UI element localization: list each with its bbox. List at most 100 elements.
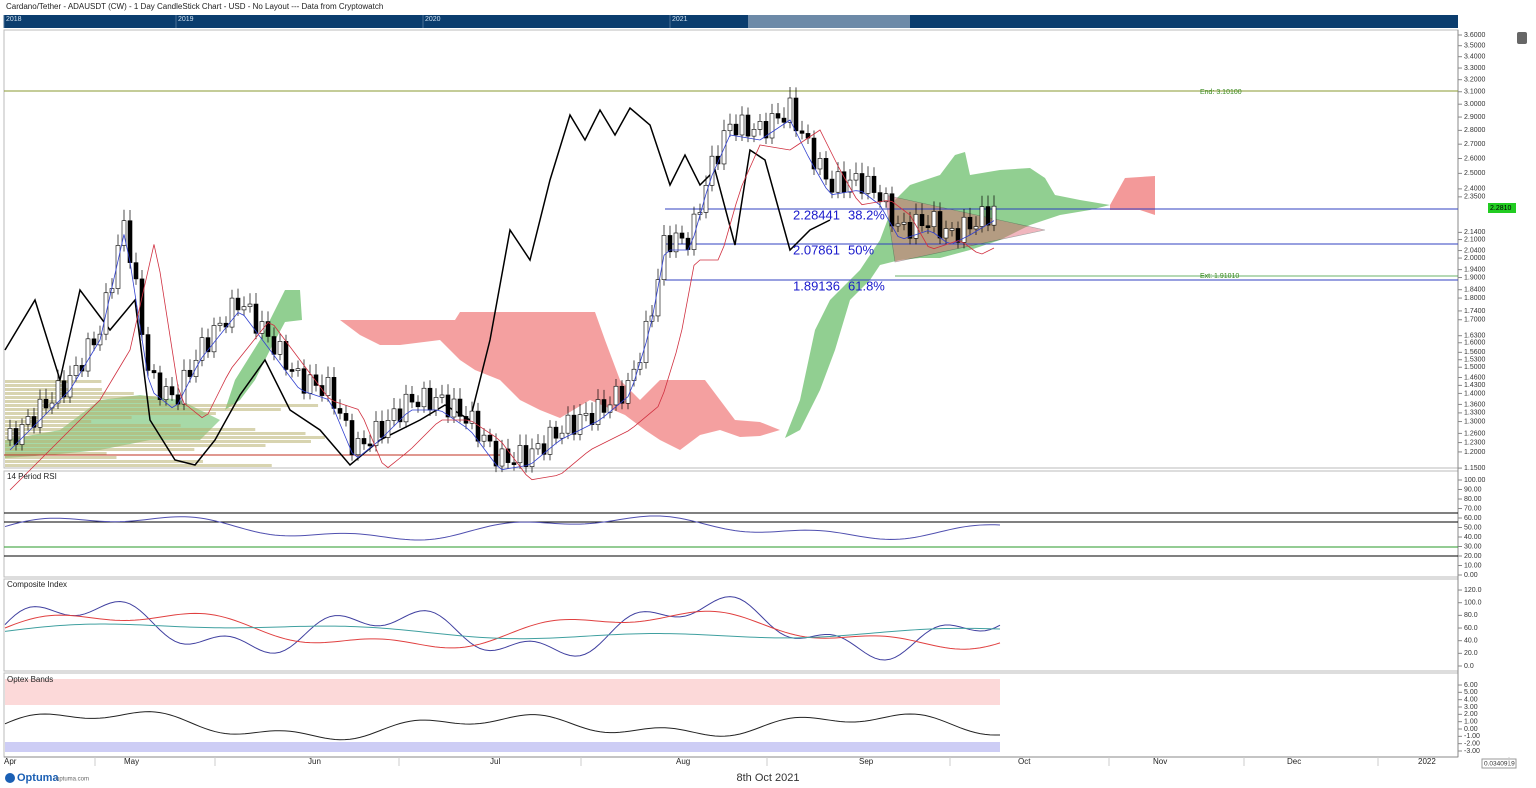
axis-label: 4.00	[1464, 697, 1478, 704]
axis-label: 1.1500	[1464, 465, 1486, 472]
candle-body	[985, 206, 991, 226]
current-price-box	[1488, 203, 1516, 213]
candle-body	[367, 443, 373, 447]
navigator-window[interactable]	[748, 15, 910, 28]
candle-body	[955, 228, 961, 243]
optex-line	[4, 711, 1001, 741]
axis-label: 1.5300	[1464, 357, 1486, 364]
candle-body	[829, 178, 835, 193]
candle-body	[973, 226, 979, 230]
candle-body	[601, 399, 607, 413]
axis-label: 1.00	[1464, 719, 1478, 726]
axis-label: 1.4600	[1464, 374, 1486, 381]
candle-body	[583, 412, 589, 416]
candle-body	[871, 175, 877, 193]
axis-label: 50.00	[1464, 524, 1482, 531]
fib-price: 1.89136	[793, 278, 840, 293]
candle-body	[433, 397, 439, 411]
axis-label: 80.0	[1464, 612, 1478, 619]
candle-body	[703, 185, 709, 213]
candle-body	[679, 232, 685, 239]
candle-body	[517, 445, 523, 464]
site: optuma.com	[56, 777, 89, 783]
candle-body	[235, 297, 241, 311]
candle-body	[25, 416, 31, 425]
candle-body	[715, 155, 721, 165]
volume-bar	[5, 408, 281, 411]
axis-label: 10.00	[1464, 562, 1482, 569]
candle-body	[661, 235, 667, 280]
candle-body	[247, 303, 253, 307]
axis-label: 100.0	[1464, 600, 1482, 607]
candle-body	[799, 130, 805, 134]
candle-body	[625, 380, 631, 404]
fib-price: 2.07861	[793, 242, 840, 257]
candle-body	[919, 214, 925, 226]
axis-label: 1.9400	[1464, 266, 1486, 273]
candle-body	[397, 408, 403, 423]
axis-label: 1.2300	[1464, 439, 1486, 446]
candle-body	[691, 213, 697, 250]
candle-body	[85, 338, 91, 372]
candle-body	[991, 205, 997, 226]
candle-body	[493, 440, 499, 467]
navigator[interactable]	[4, 15, 1458, 28]
candle-body	[403, 393, 409, 423]
base-line	[9, 129, 995, 491]
candle-body	[229, 297, 235, 328]
axis-label: 80.00	[1464, 496, 1482, 503]
volume-bar	[5, 428, 256, 431]
volume-bar	[5, 448, 195, 451]
candle-body	[577, 414, 583, 435]
axis-label: 1.4000	[1464, 390, 1486, 397]
candle-body	[37, 398, 43, 428]
time-label: Apr	[4, 757, 17, 766]
candle-body	[457, 398, 463, 417]
axis-label: 5.00	[1464, 689, 1478, 696]
candle-body	[523, 445, 529, 467]
candle-body	[547, 426, 553, 455]
candle-body	[187, 369, 193, 377]
axis-label: 1.3300	[1464, 410, 1486, 417]
axis-label: 3.2000	[1464, 77, 1486, 84]
axis-label: 1.9000	[1464, 274, 1486, 281]
navigator-year: 2021	[672, 16, 688, 23]
axis-label: 1.5000	[1464, 364, 1486, 371]
lock-icon[interactable]	[1517, 32, 1527, 44]
candle-body	[385, 420, 391, 438]
axis-label: -2.00	[1464, 741, 1480, 748]
axis-label: 3.4000	[1464, 54, 1486, 61]
candle-body	[73, 365, 79, 376]
axis-label: 1.2600	[1464, 430, 1486, 437]
candle-body	[289, 369, 295, 372]
fib-ratio: 50%	[848, 242, 874, 257]
candle-body	[361, 438, 367, 445]
volume-bar	[5, 380, 102, 383]
candle-body	[745, 114, 751, 137]
candle-body	[877, 192, 883, 203]
axis-label: 1.6300	[1464, 333, 1486, 340]
ext-label: Ext: 1.91010	[1200, 273, 1239, 280]
candle-body	[115, 245, 121, 289]
current-price: 2.2810	[1490, 205, 1512, 212]
candle-body	[859, 173, 865, 194]
candle-body	[589, 412, 595, 425]
axis-label: 2.4000	[1464, 186, 1486, 193]
window-title: Cardano/Tether - ADAUSDT (CW) - 1 Day Ca…	[6, 2, 383, 11]
candle-body	[571, 414, 577, 435]
candle-body	[421, 387, 427, 408]
candle-body	[55, 380, 61, 404]
axis-label: 2.1400	[1464, 229, 1486, 236]
candle-body	[409, 393, 415, 403]
candle-body	[673, 232, 679, 253]
candle-body	[739, 114, 745, 136]
candle-body	[907, 221, 913, 239]
candle-body	[79, 365, 85, 372]
candle-body	[967, 216, 973, 230]
volume-bar	[5, 456, 117, 459]
candle-body	[913, 214, 919, 239]
axis-label: 100.00	[1464, 477, 1486, 484]
candle-body	[721, 130, 727, 165]
axis-label: -3.00	[1464, 748, 1480, 755]
